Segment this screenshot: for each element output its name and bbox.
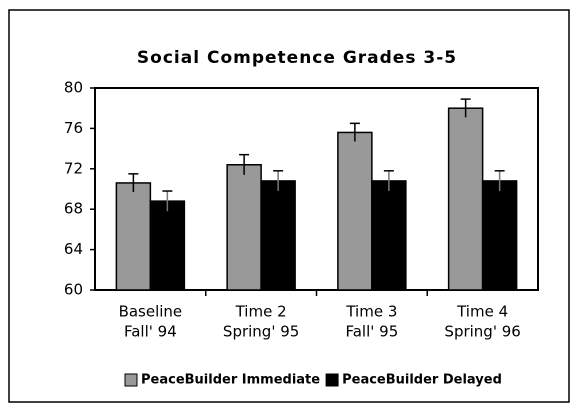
bar xyxy=(149,200,186,291)
bar xyxy=(226,164,262,291)
y-tick-label: 60 xyxy=(64,281,83,299)
y-tick-label: 68 xyxy=(64,200,83,218)
y-tick-label: 76 xyxy=(64,119,83,137)
bar xyxy=(481,180,518,291)
y-tick-label: 72 xyxy=(64,159,83,177)
x-tick-label: Fall' 94 xyxy=(124,323,177,341)
x-tick-label: Baseline xyxy=(119,303,183,321)
chart-title: Social Competence Grades 3-5 xyxy=(137,48,457,68)
legend-swatch xyxy=(124,373,138,387)
bar xyxy=(260,180,296,291)
x-tick-label: Time 4 xyxy=(456,303,508,321)
y-tick-label: 80 xyxy=(64,79,83,97)
frame xyxy=(8,9,570,403)
bar xyxy=(337,131,373,291)
legend-label: PeaceBuilder Delayed xyxy=(342,373,502,388)
x-tick-label: Time 3 xyxy=(345,303,397,321)
legend-label: PeaceBuilder Immediate xyxy=(141,373,320,388)
bar xyxy=(115,182,152,291)
x-tick-label: Fall' 95 xyxy=(345,323,398,341)
bar xyxy=(447,107,484,291)
x-tick-label: Time 2 xyxy=(235,303,287,321)
y-tick-label: 64 xyxy=(64,240,83,258)
bar xyxy=(371,180,407,291)
legend-swatch xyxy=(325,373,339,387)
x-tick-label: Spring' 95 xyxy=(223,323,299,341)
x-tick-label: Spring' 96 xyxy=(444,323,520,341)
